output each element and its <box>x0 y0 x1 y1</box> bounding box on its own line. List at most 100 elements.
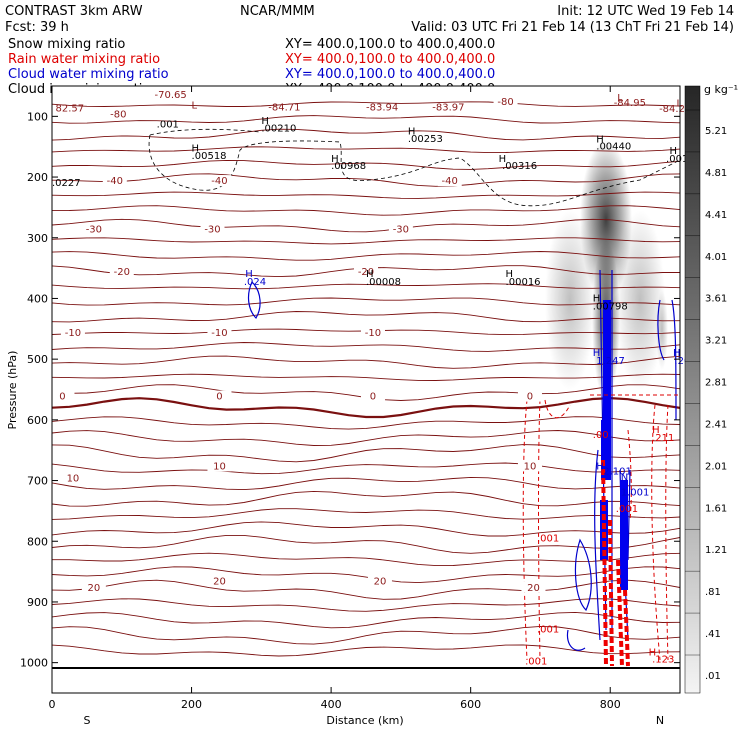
colorbar-units: g kg⁻¹ <box>704 83 738 96</box>
isotherm-line <box>52 462 680 475</box>
y-axis-label: Pressure (hPa) <box>6 351 19 430</box>
colorbar-ramp <box>684 85 701 694</box>
y-tick-label: 100 <box>27 110 48 123</box>
y-tick-label: 800 <box>27 535 48 548</box>
contour-annotation: H <box>331 154 339 165</box>
isotherm-label-bg <box>360 326 385 338</box>
contour-annotation: .001 <box>537 533 559 544</box>
isotherm-label: 0 <box>370 392 376 403</box>
contour-annotation: .00968 <box>331 161 366 172</box>
isotherm-label-bg <box>81 223 106 235</box>
contour-annotation: H <box>408 127 416 138</box>
contour-annotation: .00210 <box>261 124 296 135</box>
contour-annotation: .20 <box>674 356 690 367</box>
isotherm-line <box>52 146 680 154</box>
isotherm-line <box>52 218 680 233</box>
isotherm-label: -10 <box>65 328 81 339</box>
colorbar-label: 1.21 <box>705 545 727 556</box>
y-tick-label: 600 <box>27 414 48 427</box>
x-tick-label: 0 <box>49 698 56 711</box>
isotherm-label: -30 <box>204 225 220 236</box>
isotherm-line <box>52 115 680 124</box>
contour-annotation: H <box>593 293 601 304</box>
below-ground <box>52 668 680 693</box>
contour-annotation: .00 <box>593 430 609 441</box>
valid-time: Valid: 03 UTC Fri 21 Feb 14 (13 ChT Fri … <box>411 20 734 35</box>
isotherm-line <box>52 191 680 199</box>
isotherm-line <box>52 311 680 323</box>
colorbar-label: 2.81 <box>705 378 727 389</box>
isotherm-label-bg <box>102 175 127 187</box>
isotherm-label-bg <box>493 96 518 108</box>
contour-annotation: .0227 <box>52 178 81 189</box>
plot-frame <box>51 85 681 694</box>
isotherm-label: -80 <box>497 97 513 108</box>
x-tick-label: 800 <box>600 698 621 711</box>
isotherm-line <box>52 159 680 170</box>
contour-annotation: 1.001 <box>621 488 650 499</box>
isotherm-label-bg <box>521 581 546 593</box>
isotherm-label-bg <box>207 575 232 587</box>
contour-annotation: .00316 <box>502 161 537 172</box>
x-tick-label: 200 <box>181 698 202 711</box>
isotherm-label: 0 <box>59 392 65 403</box>
isotherm-line <box>52 625 680 645</box>
isotherm-label-bg <box>207 326 232 338</box>
contour-annotation: -84.2 <box>659 104 685 115</box>
y-tick-label: 300 <box>27 232 48 245</box>
x-tick-label: 400 <box>321 698 342 711</box>
contour-annotation: .001 <box>157 119 179 130</box>
isotherm-label: 10 <box>524 461 537 472</box>
contour-annotation: H <box>593 348 601 359</box>
isotherm-label: -40 <box>211 176 227 187</box>
isotherm-label-bg <box>437 175 462 187</box>
contour-annotation: H <box>366 269 374 280</box>
colorbar-label: 1.61 <box>705 503 727 514</box>
y-tick-label: 200 <box>27 171 48 184</box>
colorbar-label: .41 <box>705 629 721 640</box>
header: CONTRAST 3km ARW Fcst: 39 h NCAR/MMM Ini… <box>5 4 734 35</box>
isotherm-label: 20 <box>374 577 387 588</box>
plot-area: -70.65 -80 -80 -40 -40 -40 -30 -30 -30 -20 -20 -10 -… <box>50 85 690 694</box>
colorbar-label: 4.01 <box>705 252 727 263</box>
contour-annotation: H <box>673 348 681 359</box>
contour-annotation: H <box>596 134 604 145</box>
rain-water-contours <box>522 394 680 661</box>
colorbar-label: 4.81 <box>705 168 727 179</box>
rain-water-cores <box>601 459 630 667</box>
isotherm-label-bg <box>207 175 232 187</box>
isotherm-label-bg <box>367 575 392 587</box>
temperature-isolines <box>52 101 680 657</box>
isotherm-label: -20 <box>358 267 374 278</box>
x-axis-label: Distance (km) <box>326 714 403 727</box>
contour-annotation: H <box>652 425 660 436</box>
isotherm-label: 10 <box>67 474 80 485</box>
y-tick-label: 400 <box>27 292 48 305</box>
isotherm-label: -70.65 <box>154 90 186 101</box>
isotherm-label: -20 <box>114 267 130 278</box>
contour-annotation: .001 <box>525 656 547 667</box>
isotherm-label: 20 <box>213 577 226 588</box>
contour-annotation: .001 <box>537 624 559 635</box>
isotherm-label: 0 <box>216 392 222 403</box>
colorbar: g kg⁻¹ 5.21 4.81 4.41 4.01 3.61 3.21 2.81 2.41 2… <box>684 83 738 694</box>
forecast-hour: Fcst: 39 h <box>5 20 69 35</box>
isotherm-label-bg <box>207 390 232 402</box>
isotherm-label: -10 <box>211 328 227 339</box>
contour-annotation: H <box>506 269 514 280</box>
legend-field-name: Cloud water mixing ratio <box>8 67 169 82</box>
isotherm-label: -10 <box>365 328 381 339</box>
isotherm-label: -30 <box>393 225 409 236</box>
contour-annotation: N <box>621 473 628 484</box>
isotherm-line <box>52 297 680 306</box>
isotherm-line <box>52 644 680 657</box>
isotherm-line <box>52 430 680 446</box>
isotherm-label-bg <box>60 326 85 338</box>
y-tick-label: 500 <box>27 353 48 366</box>
y-tick-label: 900 <box>27 596 48 609</box>
contour-annotation: .00440 <box>596 142 631 153</box>
colorbar-label: 3.61 <box>705 294 727 305</box>
isotherm-label-bg <box>517 390 542 402</box>
contour-annotation: H <box>670 146 678 157</box>
